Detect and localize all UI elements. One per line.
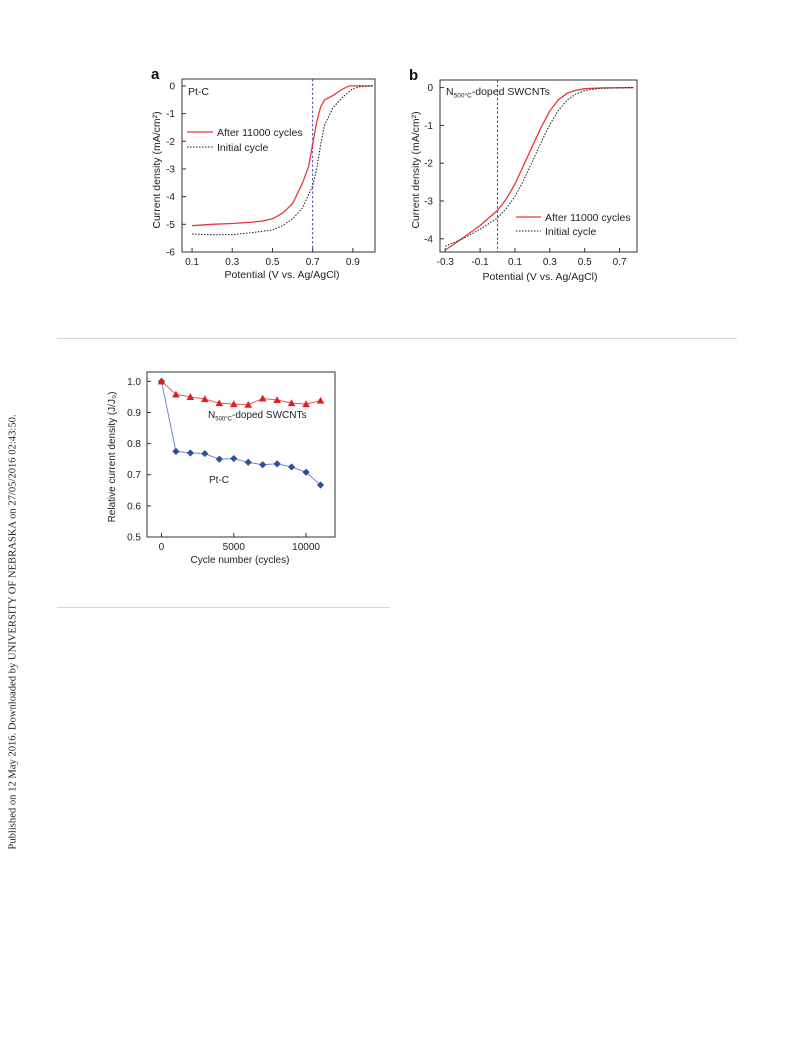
y-axis-label-c: Relative current density (J/J₀)	[107, 392, 118, 523]
data-point-pt-c	[273, 460, 281, 468]
y-tick-label-b: -3	[424, 196, 433, 207]
chart-panel-b: b Current density (mA/cm²) Potential (V …	[409, 67, 638, 283]
x-tick-label-a: 0.3	[225, 257, 239, 268]
divider-top	[57, 338, 737, 339]
plot-frame-b	[439, 79, 638, 253]
x-tick-label-b: 0.5	[578, 257, 592, 268]
data-point-n-doped	[316, 396, 325, 404]
y-tick-label-a: 0	[169, 81, 175, 92]
legend-label-initial-b: Initial cycle	[545, 226, 597, 238]
plot-frame-a	[181, 78, 376, 253]
data-point-n-doped	[287, 399, 296, 407]
data-point-pt-c	[288, 463, 296, 471]
annotation-b-sub: 500°C	[454, 92, 472, 100]
y-tick-label-b: -4	[424, 234, 433, 245]
y-tick-label-a: -6	[166, 248, 175, 259]
y-tick-label-a: -1	[166, 109, 175, 120]
series-label-n-main: N	[208, 410, 215, 421]
data-point-n-doped	[258, 394, 267, 402]
legend-label-initial-a: Initial cycle	[217, 142, 269, 154]
y-axis-label-a: Current density (mA/cm²)	[151, 111, 163, 228]
x-axis-label-a: Potential (V vs. Ag/AgCl)	[225, 269, 340, 281]
y-tick-label-c: 0.6	[127, 501, 141, 512]
y-axis-label-b: Current density (mA/cm²)	[410, 111, 422, 228]
x-tick-label-a: 0.1	[185, 257, 199, 268]
data-point-pt-c	[259, 461, 267, 469]
chart-panel-a: a Current density (mA/cm²) Potential (V …	[151, 66, 376, 281]
x-tick-label-b: -0.3	[437, 257, 455, 268]
x-tick-label-a: 0.7	[306, 257, 320, 268]
x-tick-label-b: 0.7	[613, 257, 627, 268]
x-tick-label-c: 0	[159, 542, 165, 553]
series-line-triangle	[161, 380, 321, 406]
divider-bottom	[57, 607, 390, 608]
legend-label-after-a: After 11000 cycles	[217, 127, 303, 139]
x-axis-label-c: Cycle number (cycles)	[191, 555, 290, 566]
y-tick-label-b: -1	[424, 121, 433, 132]
data-point-pt-c	[215, 455, 223, 463]
annotation-b: N500°C-doped SWCNTs	[446, 86, 550, 100]
y-tick-label-b: 0	[427, 83, 433, 94]
x-axis-label-b: Potential (V vs. Ag/AgCl)	[483, 271, 598, 283]
panel-letter-b: b	[409, 67, 418, 84]
y-tick-label-a: -2	[166, 137, 175, 148]
annotation-b-main: N	[446, 86, 454, 98]
data-point-pt-c	[201, 449, 209, 458]
series-line-after-a	[192, 85, 373, 227]
data-point-pt-c	[316, 481, 325, 489]
y-tick-label-c: 0.7	[127, 470, 141, 481]
series-label-n-rest: -doped SWCNTs	[232, 410, 306, 421]
x-tick-label-b: -0.1	[471, 257, 489, 268]
panel-letter-a: a	[151, 66, 160, 83]
data-point-pt-c	[172, 447, 180, 455]
series-line-initial-b	[445, 87, 634, 247]
data-point-pt-c	[230, 454, 238, 463]
legend-a: After 11000 cycles Initial cycle	[187, 127, 303, 154]
data-point-n-doped	[172, 390, 180, 398]
data-point-pt-c	[186, 449, 194, 457]
x-tick-label-a: 0.5	[266, 257, 280, 268]
data-point-n-doped	[157, 377, 166, 385]
series-label-n-sub: 500°C	[215, 417, 232, 423]
data-point-n-doped	[186, 393, 195, 400]
data-point-pt-c	[244, 458, 252, 466]
series-line-after-b	[444, 86, 634, 251]
y-tick-label-c: 0.5	[127, 533, 141, 544]
series-label-pt-c: Pt-C	[209, 475, 229, 486]
y-tick-label-a: -3	[166, 164, 175, 175]
legend-b: After 11000 cycles Initial cycle	[516, 212, 631, 238]
data-point-pt-c	[302, 468, 310, 476]
plot-frame-c	[146, 371, 336, 538]
data-point-n-doped	[273, 396, 281, 404]
x-tick-label-a: 0.9	[346, 257, 360, 268]
data-point-n-doped	[244, 400, 253, 408]
data-point-n-doped	[302, 400, 310, 408]
x-tick-label-c: 5000	[223, 542, 246, 553]
series-line-diamond	[161, 381, 321, 486]
series-label-n-doped: N500°C-doped SWCNTs	[208, 410, 306, 423]
data-point-n-doped	[201, 395, 209, 403]
legend-label-after-b: After 11000 cycles	[545, 212, 631, 224]
y-tick-label-a: -4	[166, 192, 175, 203]
chart-panel-c: Relative current density (J/J₀) Cycle nu…	[107, 371, 336, 566]
y-tick-label-a: -5	[166, 220, 175, 231]
data-point-n-doped	[215, 399, 224, 407]
y-tick-label-c: 0.9	[127, 408, 141, 419]
data-point-n-doped	[229, 400, 238, 408]
x-tick-label-b: 0.1	[508, 257, 522, 268]
x-tick-label-c: 10000	[292, 542, 320, 553]
annotation-b-rest: -doped SWCNTs	[472, 86, 550, 98]
x-tick-label-b: 0.3	[543, 257, 557, 268]
annotation-a: Pt-C	[188, 86, 209, 98]
y-tick-label-c: 1.0	[127, 377, 141, 388]
y-tick-label-b: -2	[424, 159, 433, 170]
y-tick-label-c: 0.8	[127, 439, 141, 450]
